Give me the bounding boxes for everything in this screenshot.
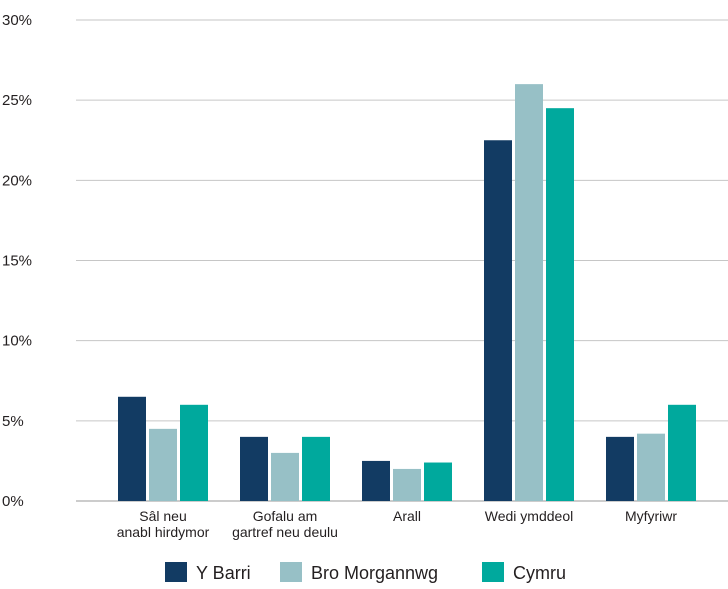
bars bbox=[118, 84, 696, 501]
bar bbox=[515, 84, 543, 501]
legend-swatch bbox=[482, 562, 504, 582]
legend-swatch bbox=[280, 562, 302, 582]
bar bbox=[118, 396, 146, 501]
x-tick-label: Arall bbox=[393, 508, 421, 524]
x-tick-label: gartref neu deulu bbox=[232, 524, 338, 540]
x-tick-label: Myfyriwr bbox=[625, 508, 677, 524]
x-tick-label: Wedi ymddeol bbox=[485, 508, 573, 524]
bar bbox=[424, 462, 452, 501]
bar bbox=[393, 468, 421, 501]
legend-label: Bro Morgannwg bbox=[311, 563, 438, 583]
y-tick-label: 30% bbox=[2, 12, 32, 29]
legend-label: Y Barri bbox=[196, 563, 251, 583]
y-tick-label: 25% bbox=[2, 92, 32, 109]
bar bbox=[180, 404, 208, 501]
y-tick-label: 10% bbox=[2, 333, 32, 350]
bar bbox=[668, 404, 696, 501]
bar bbox=[149, 428, 177, 501]
y-tick-label: 0% bbox=[2, 493, 24, 510]
y-tick-label: 5% bbox=[2, 413, 24, 430]
legend-label: Cymru bbox=[513, 563, 566, 583]
bar bbox=[271, 452, 299, 501]
y-tick-label: 15% bbox=[2, 253, 32, 270]
y-axis: 0% 5% 10% 15% 20% 25% 30% bbox=[2, 12, 32, 510]
x-tick-label: anabl hirdymor bbox=[117, 524, 210, 540]
x-tick-label: Gofalu am bbox=[253, 508, 318, 524]
legend: Y Barri Bro Morgannwg Cymru bbox=[165, 562, 566, 583]
bar bbox=[546, 108, 574, 501]
bar bbox=[240, 436, 268, 501]
bar bbox=[606, 436, 634, 501]
y-tick-label: 20% bbox=[2, 172, 32, 189]
legend-swatch bbox=[165, 562, 187, 582]
bar bbox=[637, 433, 665, 501]
x-tick-label: Sâl neu bbox=[139, 508, 186, 524]
bar bbox=[484, 140, 512, 501]
bar bbox=[302, 436, 330, 501]
bar bbox=[362, 460, 390, 501]
